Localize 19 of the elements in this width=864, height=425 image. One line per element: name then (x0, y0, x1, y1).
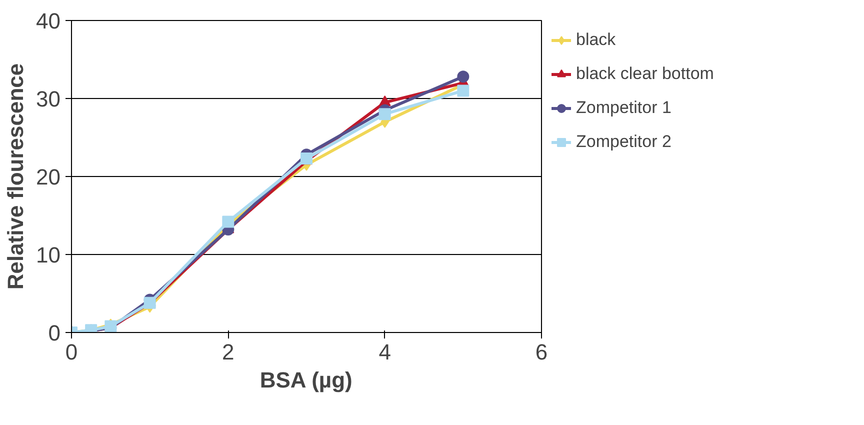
y-tick-label: 10 (36, 242, 61, 268)
y-tick-label: 20 (36, 164, 61, 190)
y-tick-label: 0 (48, 320, 61, 346)
legend-label: Zompetitor 2 (576, 132, 672, 152)
x-tick-label: 4 (378, 340, 391, 364)
x-axis-title: BSA (µg) (260, 368, 352, 392)
point (457, 84, 470, 97)
point (222, 216, 234, 228)
y-axis-title: Relative flourescence (3, 63, 28, 290)
point (378, 108, 391, 120)
x-tick-label: 2 (222, 340, 234, 364)
legend-label: black clear bottom (576, 64, 714, 84)
point (457, 70, 470, 83)
x-tick-label: 0 (65, 340, 78, 364)
legend-label: Zompetitor 1 (576, 98, 672, 118)
y-tick-label: 40 (36, 8, 61, 34)
y-tick-label: 30 (36, 86, 61, 112)
x-tick-label: 6 (535, 340, 548, 364)
legend-label: black (576, 30, 616, 50)
